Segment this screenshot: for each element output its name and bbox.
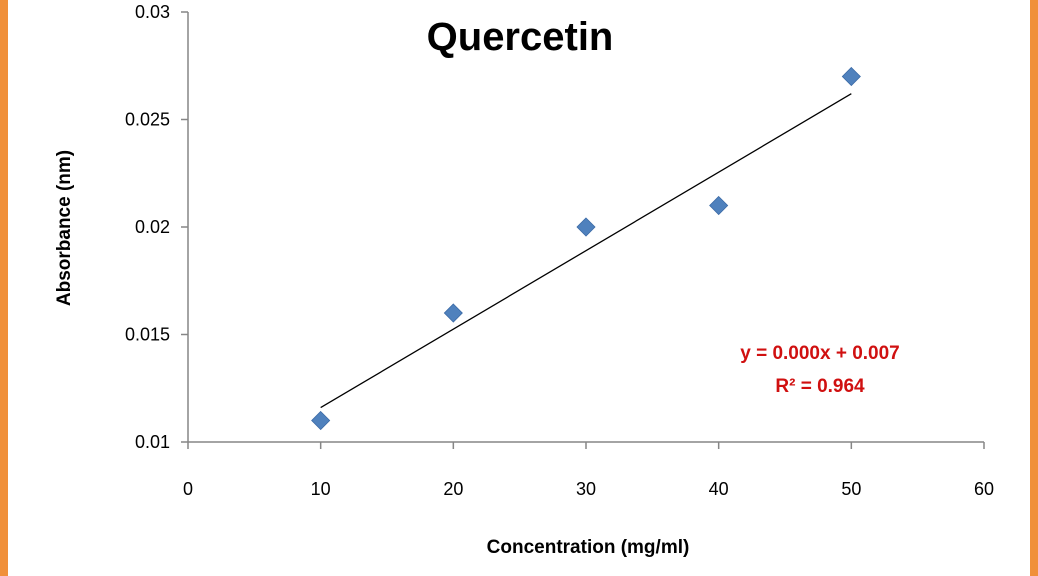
x-tick-label: 60 bbox=[974, 479, 994, 499]
x-tick-label: 40 bbox=[709, 479, 729, 499]
data-points bbox=[311, 66, 861, 431]
y-axis-title: Absorbance (nm) bbox=[54, 150, 75, 306]
y-tick-labels: 0.01 0.015 0.02 0.025 0.03 bbox=[125, 2, 170, 452]
trendline-equation: y = 0.000x + 0.007 bbox=[740, 343, 900, 364]
x-tick-label: 30 bbox=[576, 479, 596, 499]
data-point bbox=[841, 66, 861, 87]
y-tick-label: 0.01 bbox=[135, 432, 170, 452]
axes bbox=[181, 11, 985, 449]
data-point bbox=[709, 195, 729, 216]
x-tick-label: 20 bbox=[443, 479, 463, 499]
y-tick-label: 0.025 bbox=[125, 110, 170, 130]
r-squared-label: R² = 0.964 bbox=[775, 376, 865, 397]
chart-title: Quercetin bbox=[427, 15, 614, 59]
x-tick-label: 10 bbox=[311, 479, 331, 499]
y-tick-label: 0.02 bbox=[135, 217, 170, 237]
x-axis-title: Concentration (mg/ml) bbox=[487, 537, 690, 558]
data-point bbox=[443, 303, 463, 323]
data-point bbox=[311, 410, 331, 431]
x-tick-label: 50 bbox=[841, 479, 861, 499]
trendline-group bbox=[320, 93, 852, 409]
y-tick-label: 0.015 bbox=[125, 325, 170, 345]
x-tick-label: 0 bbox=[183, 479, 193, 499]
y-tick-label: 0.03 bbox=[135, 2, 170, 22]
data-point bbox=[576, 217, 596, 237]
x-tick-labels: 0 10 20 30 40 50 60 bbox=[183, 479, 994, 499]
trendline bbox=[320, 93, 852, 409]
